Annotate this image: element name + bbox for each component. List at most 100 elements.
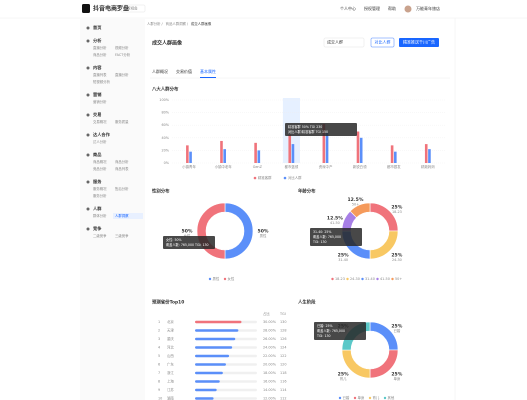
- nav-item[interactable]: 群体分析: [93, 213, 107, 218]
- crowd-select[interactable]: [323, 37, 365, 48]
- tab[interactable]: 基本属性: [200, 68, 216, 74]
- nav-item[interactable]: 营销分析: [93, 99, 107, 104]
- header-link[interactable]: 授权管理: [364, 5, 380, 11]
- rank: 4: [158, 346, 160, 350]
- legend-label[interactable]: 41-50: [380, 277, 390, 281]
- legend-label[interactable]: 31-40: [365, 277, 375, 281]
- slice-label: 12.5%: [327, 215, 343, 221]
- nav-group[interactable]: 达人合作: [93, 131, 111, 138]
- nav-group[interactable]: 人群: [92, 205, 102, 212]
- legend-label[interactable]: 单身: [358, 395, 365, 400]
- nav-item[interactable]: 服务质量: [115, 119, 129, 124]
- nav-item[interactable]: 竞品分析: [93, 166, 107, 171]
- nav-item[interactable]: 二级竞争: [93, 233, 107, 238]
- legend-label[interactable]: 其他: [388, 395, 395, 400]
- crowd[interactable]: 成交人群: [327, 39, 343, 45]
- tgi: 128: [280, 329, 286, 333]
- legend-swatch: [391, 277, 394, 281]
- nav-group[interactable]: 内容: [93, 64, 102, 71]
- bar: [356, 131, 360, 163]
- tooltip: [285, 123, 357, 136]
- tooltip-line: 女性: 50%: [166, 237, 182, 242]
- province: 湖南: [167, 396, 174, 400]
- legend-label[interactable]: 18-23: [335, 277, 345, 281]
- bar: [195, 320, 242, 324]
- nav-item[interactable]: 直播分析: [115, 72, 129, 77]
- nav-item[interactable]: 服务概况: [93, 186, 107, 191]
- chart-title: 年龄分布: [298, 188, 316, 195]
- province: 广东: [167, 362, 174, 367]
- push-label[interactable]: 精准推送千川广告: [403, 39, 435, 45]
- nav-icon: [86, 113, 90, 117]
- legend-swatch: [223, 277, 227, 281]
- user[interactable]: 万能青年旅店: [416, 5, 440, 11]
- province: 浙江: [167, 370, 174, 375]
- nav-group[interactable]: 服务: [93, 178, 102, 185]
- nav-item[interactable]: 三级竞争: [115, 233, 129, 238]
- tooltip: [314, 322, 366, 340]
- nav-item[interactable]: 商品列表: [115, 166, 129, 171]
- share: 26.00%: [263, 337, 277, 341]
- logo: 抖音电商罗盘: [93, 5, 129, 13]
- legend-label[interactable]: 育儿: [373, 395, 380, 400]
- nav-active: [113, 213, 143, 219]
- share: 20.00%: [263, 363, 277, 367]
- bar: [195, 397, 214, 400]
- legend-label[interactable]: 精准客群: [258, 175, 272, 180]
- tooltip-line: 覆盖人数: 765,000: [313, 234, 341, 239]
- slice-label: 25%: [391, 204, 402, 210]
- compare-label[interactable]: 对比人群: [375, 39, 391, 45]
- top-bar: [0, 0, 527, 18]
- slice-name: 18-23: [392, 210, 402, 214]
- nav-item[interactable]: 达人分析: [93, 139, 107, 144]
- nav-item[interactable]: 售后分析: [115, 186, 129, 191]
- slice-name: 女性: [184, 233, 191, 238]
- rank: 1: [158, 320, 160, 324]
- breadcrumb-sep: /: [161, 22, 163, 26]
- slice-name: 男性: [260, 233, 267, 238]
- nav-item[interactable]: 商品概况: [93, 159, 107, 164]
- nav-item[interactable]: 服务分析: [93, 193, 107, 198]
- nav-group[interactable]: 分析: [93, 37, 102, 44]
- nav-item[interactable]: 短视频分析: [93, 79, 111, 84]
- tooltip-line: 31-40: 25%: [313, 230, 331, 234]
- view[interactable]: 商家视角: [124, 6, 138, 11]
- nav-item[interactable]: 直播分析: [93, 45, 107, 50]
- tab[interactable]: 交易价值: [176, 68, 192, 74]
- legend-label[interactable]: 男性: [213, 276, 220, 281]
- header-link[interactable]: 帮助: [388, 5, 396, 11]
- compare-button[interactable]: [370, 37, 395, 48]
- nav-item[interactable]: 直播列表: [93, 72, 107, 77]
- nav-group[interactable]: 商品: [93, 151, 101, 158]
- nav-group[interactable]: 竞争: [92, 225, 102, 232]
- nav-item[interactable]: 人群洞察: [115, 213, 129, 218]
- tooltip-line: 精准客群 50% TGI 230: [288, 124, 322, 129]
- x-tick-label: 小镇中老年: [215, 164, 233, 169]
- x-tick-label: 资深中产: [319, 164, 333, 169]
- nav-item[interactable]: 商品分析: [93, 52, 107, 57]
- tab[interactable]: 人群概况: [152, 68, 168, 74]
- breadcrumb[interactable]: 商品人群洞察: [166, 21, 187, 26]
- nav-group[interactable]: 首页: [93, 24, 101, 31]
- push-button[interactable]: [399, 38, 439, 47]
- nav-icon: [86, 153, 90, 157]
- legend-swatch: [368, 396, 372, 400]
- nav-item[interactable]: 视频分析: [115, 45, 129, 50]
- nav-item[interactable]: 交易概况: [93, 119, 107, 124]
- legend-label[interactable]: 女性: [228, 276, 235, 281]
- legend-label[interactable]: 50+: [395, 277, 402, 281]
- nav-group[interactable]: 交易: [93, 111, 101, 118]
- header-link[interactable]: 个人中心: [340, 5, 356, 11]
- nav-item[interactable]: 商品分析: [115, 159, 129, 164]
- nav-group[interactable]: 营销: [93, 91, 102, 98]
- bar: [220, 140, 223, 163]
- legend-label[interactable]: 对比人群: [288, 175, 302, 180]
- bar: [186, 145, 189, 163]
- y-tick-label: 0%: [164, 161, 170, 165]
- breadcrumb[interactable]: 人群分析: [147, 21, 161, 26]
- legend-label[interactable]: 已婚: [343, 395, 350, 400]
- nav-item[interactable]: FACT分析: [115, 52, 131, 57]
- legend-label[interactable]: 24-30: [350, 277, 360, 281]
- slice-label: 25%: [391, 372, 402, 378]
- view-select[interactable]: [120, 4, 146, 13]
